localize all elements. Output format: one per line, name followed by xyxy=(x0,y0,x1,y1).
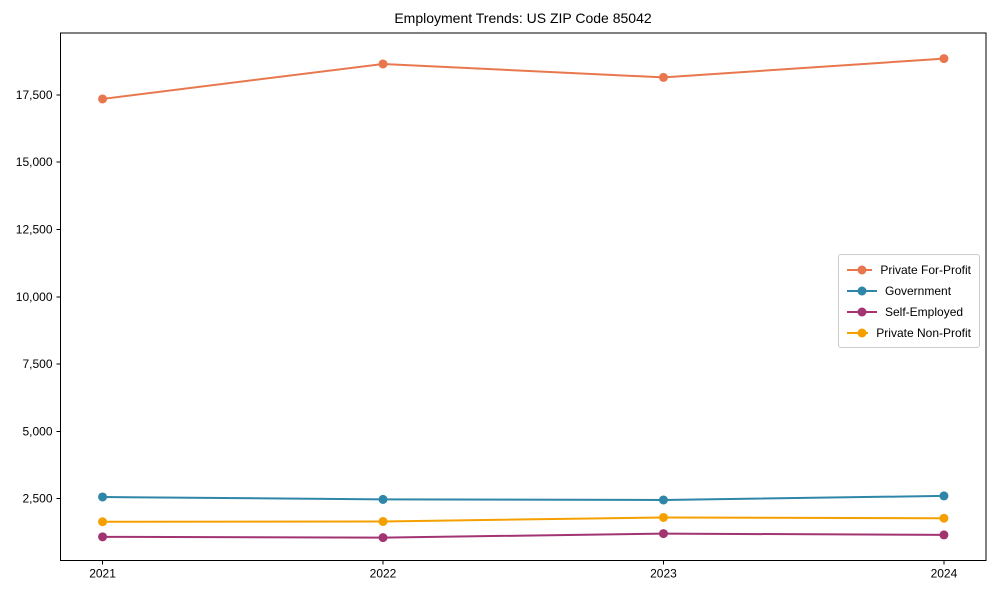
legend-item-private-non-profit: Private Non-Profit xyxy=(847,322,971,343)
data-point xyxy=(939,513,949,523)
legend-marker-icon xyxy=(847,286,877,295)
data-point xyxy=(378,494,388,504)
y-axis: 2,500 5,000 7,500 10,000 12,500 15,000 17,500 xyxy=(16,88,61,506)
data-point xyxy=(378,59,388,69)
x-tick-label: 2021 xyxy=(89,567,116,581)
data-point xyxy=(658,495,668,505)
legend-label: Private Non-Profit xyxy=(876,325,971,340)
legend-item-self-employed: Self-Employed xyxy=(847,301,971,322)
legend-item-government: Government xyxy=(847,280,971,301)
legend-marker-icon xyxy=(847,265,873,274)
legend-dot xyxy=(857,265,867,274)
x-tick-label: 2023 xyxy=(650,567,677,581)
legend-marker-icon xyxy=(847,307,877,316)
legend-dot xyxy=(857,286,867,295)
series-line xyxy=(101,532,945,539)
legend-label: Government xyxy=(885,283,952,298)
legend: Private For-Profit Government Self-Employe… xyxy=(838,254,980,348)
chart-title: Employment Trends: US ZIP Code 85042 xyxy=(394,10,652,26)
data-point xyxy=(98,492,108,502)
series-line xyxy=(101,516,945,523)
data-point xyxy=(378,516,388,526)
y-tick-label: 17,500 xyxy=(16,88,53,102)
data-point xyxy=(98,532,108,542)
series-private-non-profit xyxy=(98,512,949,527)
y-tick-label: 10,000 xyxy=(16,290,53,304)
data-point xyxy=(98,517,108,527)
data-point xyxy=(658,72,668,82)
legend-dot xyxy=(857,328,867,337)
series-line xyxy=(101,494,945,501)
y-tick-label: 7,500 xyxy=(22,357,52,371)
legend-label: Private For-Profit xyxy=(880,262,971,277)
y-tick-label: 15,000 xyxy=(16,155,53,169)
data-point xyxy=(658,529,668,539)
data-point xyxy=(658,512,668,522)
y-tick-label: 2,500 xyxy=(22,492,52,506)
series-line xyxy=(101,57,945,100)
data-point xyxy=(939,54,949,64)
legend-item-private-for-profit: Private For-Profit xyxy=(847,259,971,280)
legend-label: Self-Employed xyxy=(885,304,964,319)
series-self-employed xyxy=(98,529,949,543)
x-tick-label: 2024 xyxy=(931,567,958,581)
x-tick-label: 2022 xyxy=(370,567,397,581)
series-private-for-profit xyxy=(98,54,949,104)
x-axis: 2021 2022 2023 2024 xyxy=(89,560,958,581)
data-point xyxy=(939,491,949,501)
data-point xyxy=(98,94,108,104)
legend-marker-icon xyxy=(847,328,869,337)
y-tick-label: 12,500 xyxy=(16,222,53,236)
y-tick-label: 5,000 xyxy=(22,424,52,438)
legend-dot xyxy=(857,307,867,316)
data-point xyxy=(939,530,949,540)
data-point xyxy=(378,533,388,543)
series-government xyxy=(98,491,949,505)
